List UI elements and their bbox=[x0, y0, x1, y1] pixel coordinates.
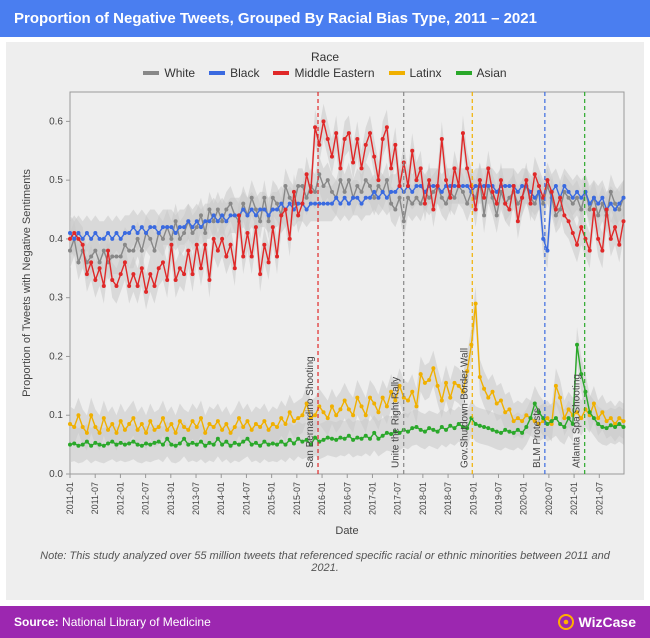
svg-text:Proportion of Tweets with Nega: Proportion of Tweets with Negative Senti… bbox=[21, 169, 33, 397]
svg-text:0.2: 0.2 bbox=[49, 351, 63, 362]
legend-item: Black bbox=[209, 66, 259, 80]
svg-text:2011-01: 2011-01 bbox=[65, 482, 75, 514]
svg-text:2014-07: 2014-07 bbox=[241, 482, 251, 515]
svg-text:Gov.Shutdown-Border Wall: Gov.Shutdown-Border Wall bbox=[459, 348, 470, 468]
legend-swatch bbox=[209, 71, 225, 75]
legend: Race White Black Middle Eastern Latinx Asian bbox=[6, 50, 644, 80]
legend-item: White bbox=[143, 66, 195, 80]
svg-text:2019-01: 2019-01 bbox=[468, 482, 478, 515]
legend-label: Black bbox=[230, 66, 259, 80]
svg-text:2021-01: 2021-01 bbox=[569, 482, 579, 515]
source-label: Source: bbox=[14, 615, 59, 629]
svg-text:2017-01: 2017-01 bbox=[367, 482, 377, 515]
svg-text:2020-01: 2020-01 bbox=[519, 482, 529, 515]
legend-item: Asian bbox=[456, 66, 507, 80]
svg-text:0.1: 0.1 bbox=[49, 410, 63, 421]
svg-text:0.4: 0.4 bbox=[49, 234, 63, 245]
svg-text:2013-01: 2013-01 bbox=[166, 482, 176, 515]
legend-title: Race bbox=[6, 50, 644, 64]
svg-text:0.3: 0.3 bbox=[49, 293, 63, 304]
svg-text:Unite the Right Rally: Unite the Right Rally bbox=[391, 377, 402, 468]
legend-item: Latinx bbox=[389, 66, 442, 80]
svg-text:2016-07: 2016-07 bbox=[342, 482, 352, 515]
wizcase-icon bbox=[557, 613, 575, 631]
svg-text:BLM Protests: BLM Protests bbox=[532, 408, 543, 468]
svg-text:2012-07: 2012-07 bbox=[141, 482, 151, 515]
legend-swatch bbox=[273, 71, 289, 75]
brand-name: WizCase bbox=[579, 614, 636, 630]
svg-text:2013-07: 2013-07 bbox=[191, 482, 201, 515]
svg-text:2015-07: 2015-07 bbox=[292, 482, 302, 515]
source-text: Source: National Library of Medicine bbox=[14, 615, 211, 629]
chart-area: Race White Black Middle Eastern Latinx Asian… bbox=[6, 42, 644, 600]
svg-text:Atlanta Spa Shooting: Atlanta Spa Shooting bbox=[572, 374, 583, 468]
legend-label: Latinx bbox=[410, 66, 442, 80]
svg-text:2018-01: 2018-01 bbox=[418, 482, 428, 515]
brand-block: WizCase bbox=[557, 613, 636, 631]
legend-swatch bbox=[456, 71, 472, 75]
svg-text:2021-07: 2021-07 bbox=[594, 482, 604, 515]
legend-swatch bbox=[143, 71, 159, 75]
svg-text:2019-07: 2019-07 bbox=[493, 482, 503, 515]
svg-text:Date: Date bbox=[335, 525, 358, 537]
source-value: National Library of Medicine bbox=[62, 615, 211, 629]
svg-text:2020-07: 2020-07 bbox=[544, 482, 554, 515]
legend-label: Middle Eastern bbox=[294, 66, 374, 80]
svg-text:2017-07: 2017-07 bbox=[393, 482, 403, 515]
svg-text:2012-01: 2012-01 bbox=[115, 482, 125, 515]
svg-text:2016-01: 2016-01 bbox=[317, 482, 327, 515]
legend-swatch bbox=[389, 71, 405, 75]
svg-text:San Bernardino Shooting: San Bernardino Shooting bbox=[305, 356, 316, 468]
svg-text:2015-01: 2015-01 bbox=[267, 482, 277, 515]
footer-bar: Source: National Library of Medicine Wiz… bbox=[0, 606, 650, 638]
svg-text:0.5: 0.5 bbox=[49, 175, 63, 186]
chart-title: Proportion of Negative Tweets, Grouped B… bbox=[0, 0, 650, 37]
legend-label: White bbox=[164, 66, 195, 80]
svg-text:2014-01: 2014-01 bbox=[216, 482, 226, 515]
chart-frame: Proportion of Negative Tweets, Grouped B… bbox=[0, 0, 650, 638]
svg-text:2011-07: 2011-07 bbox=[90, 482, 100, 514]
plot-svg: 0.0 0.1 0.2 0.3 0.4 0.5 0.6 Proportion of Tweet… bbox=[12, 84, 638, 544]
svg-text:2018-07: 2018-07 bbox=[443, 482, 453, 515]
chart-note: Note: This study analyzed over 55 millio… bbox=[26, 550, 624, 574]
svg-text:0.6: 0.6 bbox=[49, 116, 63, 127]
legend-label: Asian bbox=[477, 66, 507, 80]
svg-text:0.0: 0.0 bbox=[49, 469, 63, 480]
legend-item: Middle Eastern bbox=[273, 66, 374, 80]
